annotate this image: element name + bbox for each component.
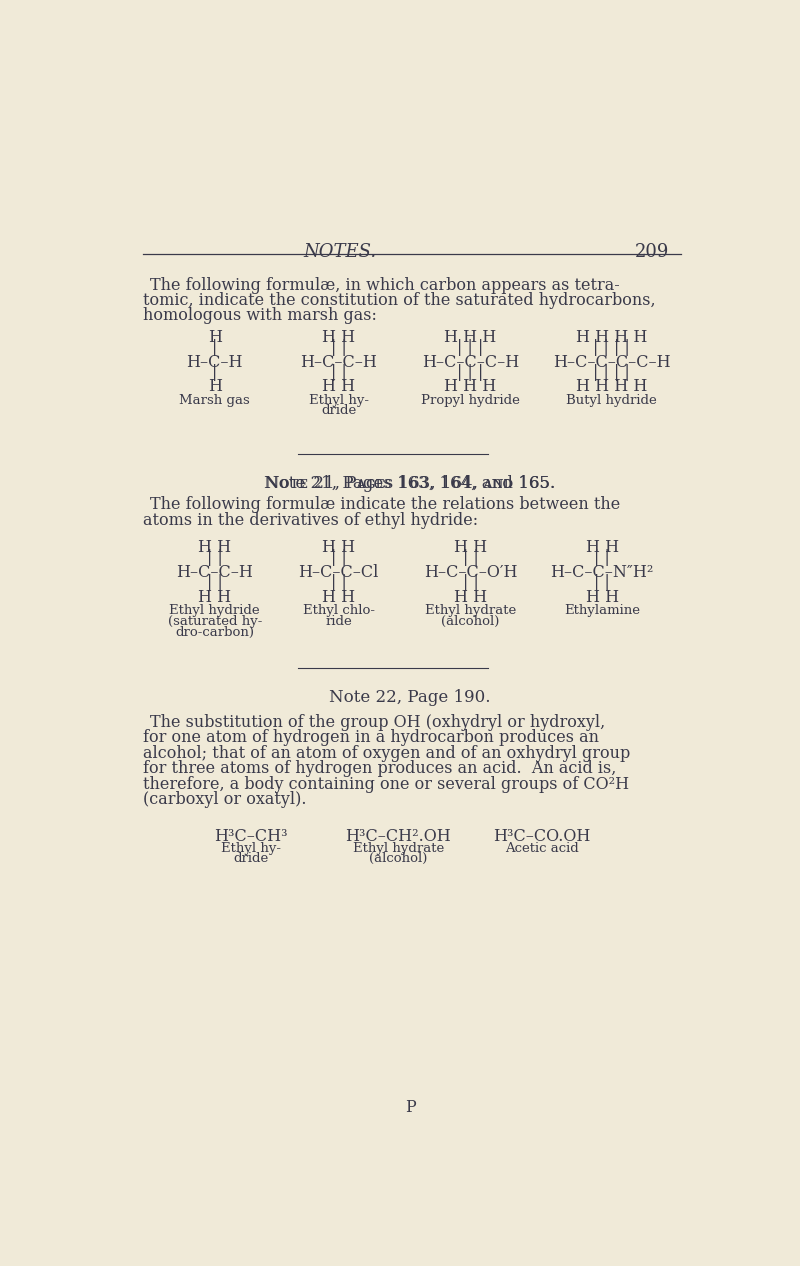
Text: Butyl hydride: Butyl hydride <box>566 394 657 406</box>
Text: H–C–C–C–H: H–C–C–C–H <box>422 353 519 371</box>
Text: dride: dride <box>321 404 356 418</box>
Text: H–C–C–H: H–C–C–H <box>176 563 253 581</box>
Text: H³C–CO.OH: H³C–CO.OH <box>493 828 590 844</box>
Text: ride: ride <box>326 615 352 628</box>
Text: |: | <box>212 363 218 381</box>
Text: | |: | | <box>206 549 222 566</box>
Text: Nᴏᴛᴇ 21, Pᴀɢᴇs 163, 164, ᴀɴᴅ 165.: Nᴏᴛᴇ 21, Pᴀɢᴇs 163, 164, ᴀɴᴅ 165. <box>265 475 555 492</box>
Text: H H: H H <box>322 589 355 605</box>
Text: dride: dride <box>234 852 269 865</box>
Text: (alcohol): (alcohol) <box>442 615 500 628</box>
Text: Ethyl hydrate: Ethyl hydrate <box>353 842 444 855</box>
Text: H–C–C–O′H: H–C–C–O′H <box>424 563 518 581</box>
Text: The following formulæ, in which carbon appears as tetra-: The following formulæ, in which carbon a… <box>150 277 620 294</box>
Text: |: | <box>212 339 218 356</box>
Text: for three atoms of hydrogen produces an acid.  An acid is,: for three atoms of hydrogen produces an … <box>142 760 616 777</box>
Text: Ethyl hydrate: Ethyl hydrate <box>425 604 516 617</box>
Text: (saturated hy-: (saturated hy- <box>167 615 262 628</box>
Text: H H: H H <box>322 379 355 395</box>
Text: | |: | | <box>330 573 346 591</box>
Text: Marsh gas: Marsh gas <box>179 394 250 406</box>
Text: H H H H: H H H H <box>576 329 647 346</box>
Text: H: H <box>208 379 222 395</box>
Text: Ethyl hy-: Ethyl hy- <box>309 394 369 406</box>
Text: atoms in the derivatives of ethyl hydride:: atoms in the derivatives of ethyl hydrid… <box>142 511 478 528</box>
Text: | |: | | <box>330 549 346 566</box>
Text: dro-carbon): dro-carbon) <box>175 625 254 638</box>
Text: H–C–C–C–C–H: H–C–C–C–C–H <box>553 353 670 371</box>
Text: | |: | | <box>594 549 610 566</box>
Text: H H: H H <box>586 589 618 605</box>
Text: Propyl hydride: Propyl hydride <box>421 394 520 406</box>
Text: | |: | | <box>206 573 222 591</box>
Text: H–C–C–H: H–C–C–H <box>300 353 377 371</box>
Text: H H: H H <box>198 539 231 556</box>
Text: H: H <box>208 329 222 346</box>
Text: Ethylamine: Ethylamine <box>564 604 640 617</box>
Text: therefore, a body containing one or several groups of CO²H: therefore, a body containing one or seve… <box>142 776 629 793</box>
Text: Note 22, Page 190.: Note 22, Page 190. <box>330 690 490 706</box>
Text: H H: H H <box>454 539 487 556</box>
Text: H H: H H <box>198 589 231 605</box>
Text: Note 21, Pages 163, 164, and 165.: Note 21, Pages 163, 164, and 165. <box>265 475 555 492</box>
Text: H–C–C–N″H²: H–C–C–N″H² <box>550 563 654 581</box>
Text: (alcohol): (alcohol) <box>369 852 427 865</box>
Text: | | | |: | | | | <box>593 339 630 356</box>
Text: H–C–C–Cl: H–C–C–Cl <box>298 563 379 581</box>
Text: (carboxyl or oxatyl).: (carboxyl or oxatyl). <box>142 791 306 808</box>
Text: | |: | | <box>330 363 346 381</box>
Text: homologous with marsh gas:: homologous with marsh gas: <box>142 308 377 324</box>
Text: H H H: H H H <box>444 379 497 395</box>
Text: | |: | | <box>462 549 478 566</box>
Text: | | | |: | | | | <box>593 363 630 381</box>
Text: The substitution of the group OH (oxhydryl or hydroxyl,: The substitution of the group OH (oxhydr… <box>150 714 606 730</box>
Text: | |: | | <box>594 573 610 591</box>
Text: tomic, indicate the constitution of the saturated hydrocarbons,: tomic, indicate the constitution of the … <box>142 292 655 309</box>
Text: 209: 209 <box>634 243 669 261</box>
Text: The following formulæ indicate the relations between the: The following formulæ indicate the relat… <box>150 496 621 513</box>
Text: H³C–CH².OH: H³C–CH².OH <box>346 828 451 844</box>
Text: Ethyl hydride: Ethyl hydride <box>170 604 260 617</box>
Text: | |: | | <box>330 339 346 356</box>
Text: Ethyl chlo-: Ethyl chlo- <box>302 604 374 617</box>
Text: alcohol; that of an atom of oxygen and of an oxhydryl group: alcohol; that of an atom of oxygen and o… <box>142 744 630 762</box>
Text: | | |: | | | <box>458 363 484 381</box>
Text: H H: H H <box>586 539 618 556</box>
Text: H–C–H: H–C–H <box>186 353 243 371</box>
Text: | |: | | <box>462 573 478 591</box>
Text: Acetic acid: Acetic acid <box>505 842 578 855</box>
Text: H H H H: H H H H <box>576 379 647 395</box>
Text: H H: H H <box>322 539 355 556</box>
Text: for one atom of hydrogen in a hydrocarbon produces an: for one atom of hydrogen in a hydrocarbo… <box>142 729 598 747</box>
Text: H H H: H H H <box>444 329 497 346</box>
Text: H H: H H <box>454 589 487 605</box>
Text: | | |: | | | <box>458 339 484 356</box>
Text: NOTES.: NOTES. <box>304 243 377 261</box>
Text: H³C–CH³: H³C–CH³ <box>214 828 288 844</box>
Text: P: P <box>405 1099 415 1117</box>
Text: Ethyl hy-: Ethyl hy- <box>221 842 281 855</box>
Text: H H: H H <box>322 329 355 346</box>
